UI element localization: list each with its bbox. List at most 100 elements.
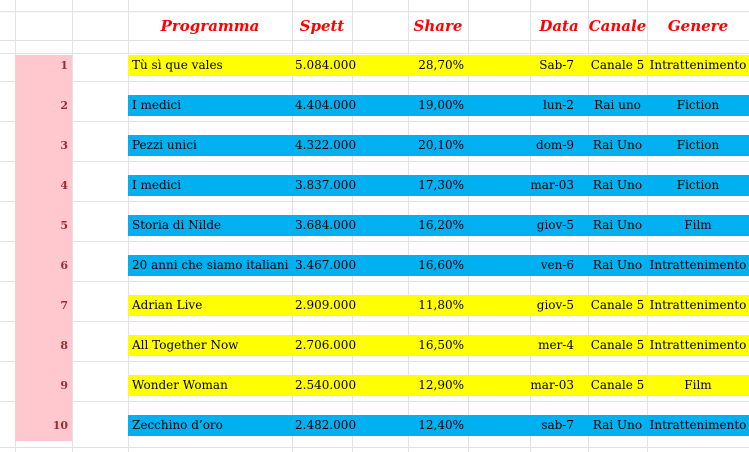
- gridline-horizontal: [0, 361, 749, 362]
- cell-programma[interactable]: Wonder Woman: [132, 378, 228, 392]
- gridline-horizontal: [0, 321, 749, 322]
- row-number[interactable]: 8: [60, 339, 68, 352]
- cell-share[interactable]: 12,40%: [418, 418, 464, 432]
- cell-data[interactable]: dom-9: [536, 138, 574, 152]
- cell-genere[interactable]: Intrattenimento: [649, 58, 747, 72]
- row-number[interactable]: 6: [60, 259, 68, 272]
- row-number[interactable]: 5: [60, 219, 68, 232]
- cell-spett[interactable]: 5.084.000: [295, 58, 357, 72]
- cell-data[interactable]: mer-4: [538, 338, 574, 352]
- cell-genere[interactable]: Intrattenimento: [649, 298, 747, 312]
- cell-spett[interactable]: 4.404.000: [295, 98, 357, 112]
- cell-share[interactable]: 28,70%: [418, 58, 464, 72]
- cell-programma[interactable]: I medici: [132, 178, 182, 192]
- row-highlight-band: [128, 135, 749, 156]
- cell-programma[interactable]: Storia di Nilde: [132, 218, 222, 232]
- gridline-vertical: [72, 0, 73, 452]
- gridline-horizontal: [0, 447, 749, 448]
- cell-spett[interactable]: 3.684.000: [295, 218, 357, 232]
- row-number[interactable]: 7: [60, 299, 68, 312]
- cell-canale[interactable]: Rai Uno: [592, 418, 643, 432]
- cell-share[interactable]: 16,50%: [418, 338, 464, 352]
- cell-genere[interactable]: Film: [684, 378, 712, 392]
- cell-spett[interactable]: 2.909.000: [295, 298, 357, 312]
- cell-share[interactable]: 12,90%: [418, 378, 464, 392]
- cell-data[interactable]: giov-5: [536, 298, 574, 312]
- cell-genere[interactable]: Fiction: [676, 178, 720, 192]
- gridline-horizontal: [0, 40, 749, 41]
- cell-canale[interactable]: Rai Uno: [592, 258, 643, 272]
- cell-canale[interactable]: Rai Uno: [592, 138, 643, 152]
- cell-programma[interactable]: Zecchino d’oro: [132, 418, 223, 432]
- gridline-horizontal: [0, 11, 749, 12]
- cell-programma[interactable]: Tù sì que vales: [132, 58, 223, 72]
- row-number[interactable]: 2: [60, 99, 68, 112]
- cell-spett[interactable]: 3.837.000: [295, 178, 357, 192]
- cell-genere[interactable]: Fiction: [676, 98, 720, 112]
- cell-canale[interactable]: Rai Uno: [592, 218, 643, 232]
- column-header-programma[interactable]: Programma: [160, 17, 260, 35]
- cell-share[interactable]: 11,80%: [418, 298, 464, 312]
- gridline-horizontal: [0, 401, 749, 402]
- cell-genere[interactable]: Film: [684, 218, 712, 232]
- row-highlight-band: [128, 175, 749, 196]
- cell-data[interactable]: Sab-7: [539, 58, 574, 72]
- gridline-horizontal: [0, 161, 749, 162]
- cell-spett[interactable]: 3.467.000: [295, 258, 357, 272]
- gridline-horizontal: [0, 241, 749, 242]
- cell-spett[interactable]: 2.706.000: [295, 338, 357, 352]
- cell-spett[interactable]: 2.540.000: [295, 378, 357, 392]
- cell-genere[interactable]: Intrattenimento: [649, 418, 747, 432]
- row-number[interactable]: 3: [60, 139, 68, 152]
- cell-data[interactable]: mar-03: [530, 378, 574, 392]
- cell-spett[interactable]: 4.322.000: [295, 138, 357, 152]
- gridline-horizontal: [0, 201, 749, 202]
- column-header-canale[interactable]: Canale: [588, 17, 647, 35]
- cell-canale[interactable]: Rai uno: [594, 98, 641, 112]
- row-number[interactable]: 10: [52, 419, 68, 432]
- cell-data[interactable]: ven-6: [540, 258, 574, 272]
- row-highlight-band: [128, 255, 749, 276]
- cell-spett[interactable]: 2.482.000: [295, 418, 357, 432]
- row-highlight-band: [128, 375, 749, 396]
- cell-data[interactable]: lun-2: [543, 98, 574, 112]
- gridline-horizontal: [0, 281, 749, 282]
- cell-share[interactable]: 16,60%: [418, 258, 464, 272]
- row-highlight-band: [128, 55, 749, 76]
- cell-programma[interactable]: Pezzi unici: [132, 138, 197, 152]
- cell-data[interactable]: mar-03: [530, 178, 574, 192]
- gridline-horizontal: [0, 121, 749, 122]
- cell-share[interactable]: 16,20%: [418, 218, 464, 232]
- cell-programma[interactable]: 20 anni che siamo italiani: [132, 258, 289, 272]
- cell-genere[interactable]: Intrattenimento: [649, 338, 747, 352]
- row-highlight-band: [128, 215, 749, 236]
- column-header-genere[interactable]: Genere: [667, 17, 729, 35]
- cell-data[interactable]: sab-7: [541, 418, 574, 432]
- row-number[interactable]: 9: [60, 379, 68, 392]
- cell-share[interactable]: 17,30%: [418, 178, 464, 192]
- cell-share[interactable]: 19,00%: [418, 98, 464, 112]
- cell-canale[interactable]: Rai Uno: [592, 178, 643, 192]
- cell-programma[interactable]: I medici: [132, 98, 182, 112]
- cell-canale[interactable]: Canale 5: [590, 378, 645, 392]
- cell-programma[interactable]: All Together Now: [132, 338, 239, 352]
- cell-share[interactable]: 20,10%: [418, 138, 464, 152]
- row-number[interactable]: 1: [60, 59, 68, 72]
- cell-genere[interactable]: Intrattenimento: [649, 258, 747, 272]
- cell-canale[interactable]: Canale 5: [590, 58, 645, 72]
- row-highlight-band: [128, 415, 749, 436]
- row-highlight-band: [128, 95, 749, 116]
- row-highlight-band: [128, 335, 749, 356]
- cell-canale[interactable]: Canale 5: [590, 298, 645, 312]
- cell-data[interactable]: giov-5: [536, 218, 574, 232]
- cell-programma[interactable]: Adrian Live: [132, 298, 203, 312]
- cell-canale[interactable]: Canale 5: [590, 338, 645, 352]
- column-header-share[interactable]: Share: [413, 17, 463, 35]
- gridline-horizontal: [0, 81, 749, 82]
- cell-genere[interactable]: Fiction: [676, 138, 720, 152]
- gridline-horizontal: [0, 53, 749, 54]
- column-header-spett[interactable]: Spett: [299, 17, 345, 35]
- row-number[interactable]: 4: [60, 179, 68, 192]
- column-header-data[interactable]: Data: [539, 17, 579, 35]
